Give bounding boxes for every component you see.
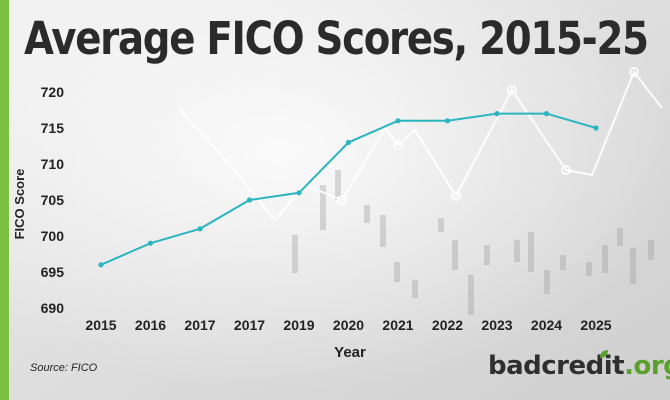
data-point <box>296 190 302 196</box>
data-point <box>593 125 599 131</box>
x-tick-label: 2021 <box>382 317 413 333</box>
y-tick-label: 715 <box>41 120 65 136</box>
x-tick-label: 2025 <box>580 317 611 333</box>
data-point <box>246 197 253 203</box>
x-tick-label: 2024 <box>531 317 562 333</box>
y-axis-tick-labels: 690 695 700 705 710 715 720 <box>41 84 65 316</box>
y-tick-label: 710 <box>41 156 65 172</box>
x-tick-label: 2019 <box>283 317 314 333</box>
y-tick-label: 695 <box>41 264 65 280</box>
x-tick-label: 2017 <box>234 317 265 333</box>
y-axis-label: FICO Score <box>12 169 27 240</box>
x-tick-label: 2023 <box>481 317 512 333</box>
x-axis-tick-labels: 2015 2016 2017 2017 2019 2020 2021 2022 2023 2024… <box>85 317 611 333</box>
y-tick-label: 700 <box>41 228 65 244</box>
data-point <box>345 139 352 145</box>
data-point <box>543 111 550 117</box>
accent-bar <box>0 0 9 400</box>
x-tick-label: 2020 <box>333 317 364 333</box>
data-point <box>147 240 154 246</box>
data-point <box>395 118 401 124</box>
series-points <box>98 111 599 268</box>
x-tick-label: 2022 <box>432 317 463 333</box>
leaf-icon <box>600 350 608 358</box>
y-tick-label: 720 <box>41 84 65 100</box>
x-tick-label: 2017 <box>184 317 215 333</box>
logo-text-tld: .org <box>624 351 670 381</box>
brand-logo[interactable]: badcredit.org <box>488 351 670 381</box>
y-tick-label: 705 <box>41 192 65 208</box>
chart-title: Average FICO Scores, 2015-25 <box>24 12 649 65</box>
x-tick-label: 2016 <box>135 317 166 333</box>
series-line <box>100 112 597 266</box>
data-point <box>197 226 203 232</box>
data-point <box>98 262 104 268</box>
data-point <box>494 111 500 117</box>
y-tick-label: 690 <box>41 300 65 316</box>
source-note: Source: FICO <box>30 362 98 374</box>
data-point <box>444 118 451 124</box>
x-tick-label: 2015 <box>85 317 116 333</box>
x-axis-label: Year <box>334 344 366 361</box>
